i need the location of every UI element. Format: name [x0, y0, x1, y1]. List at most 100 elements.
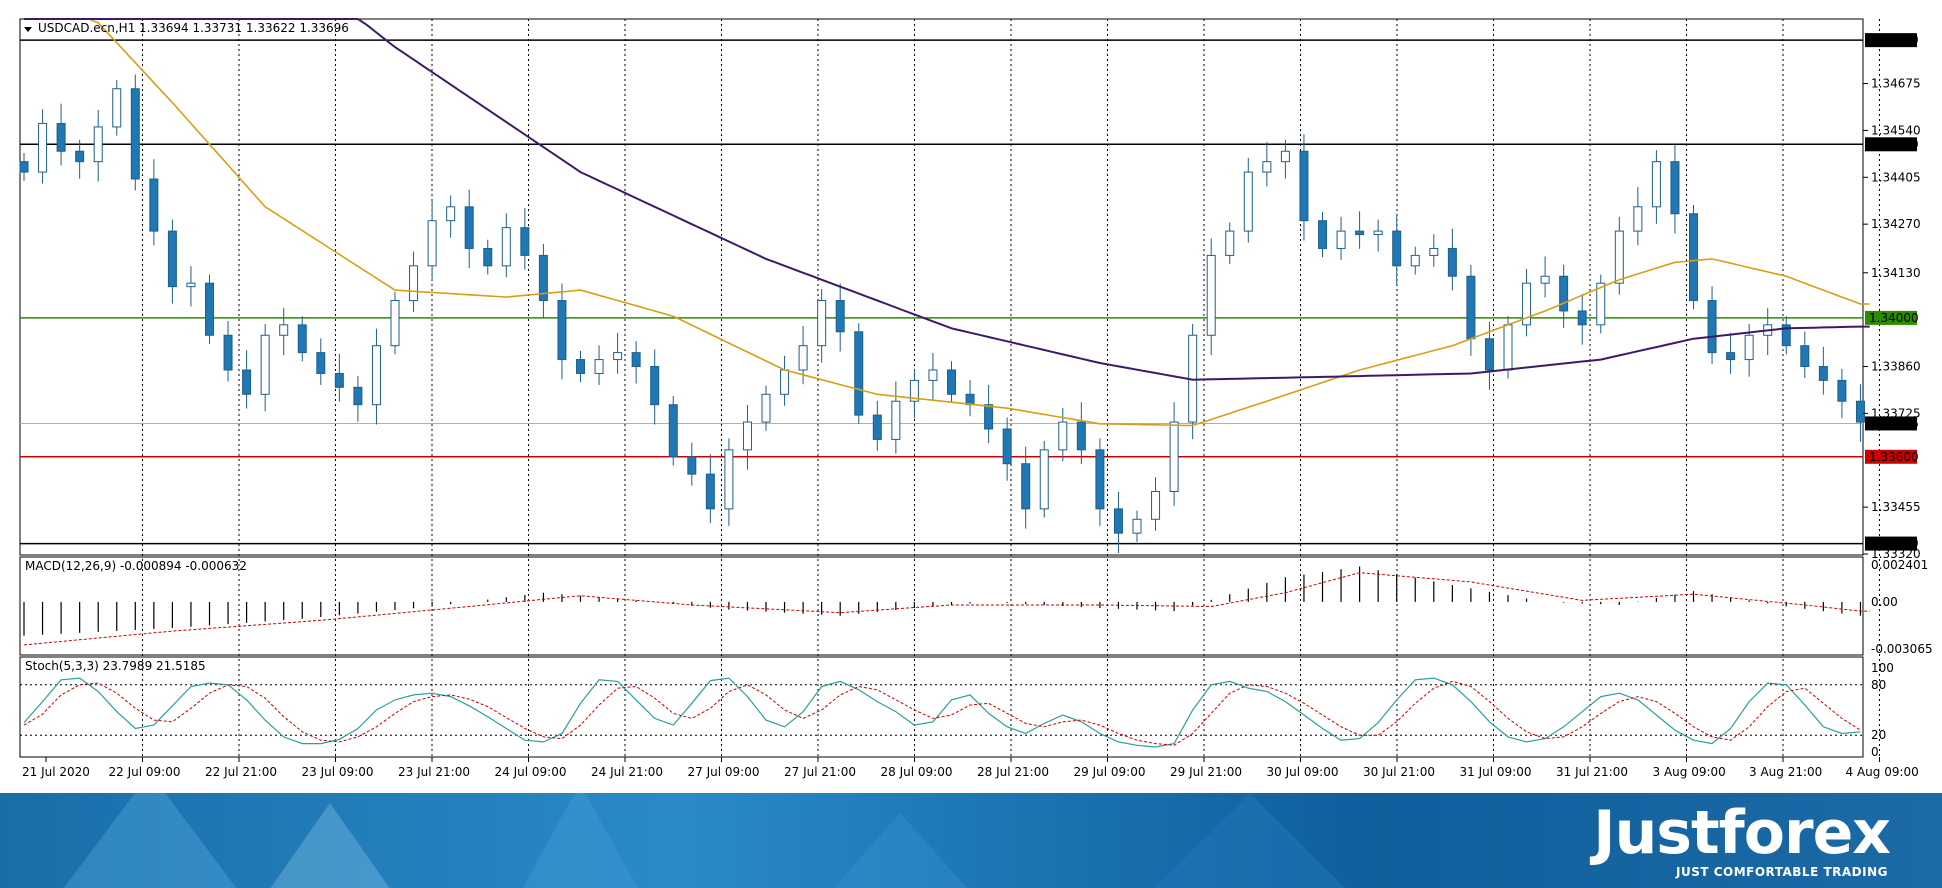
candle-body — [167, 230, 177, 288]
candle-body — [835, 300, 845, 333]
x-tick-label: 28 Jul 21:00 — [977, 765, 1049, 779]
candle-body — [353, 386, 363, 406]
x-tick-label: 27 Jul 09:00 — [688, 765, 760, 779]
candle-body — [279, 324, 289, 336]
y-tick-label: 1.33455 — [1871, 500, 1921, 514]
candle-body — [1466, 275, 1476, 340]
stoch-axis-label: 100 — [1871, 661, 1894, 675]
justforex-logo[interactable]: Justforex — [1593, 798, 1891, 868]
candle-body — [1800, 345, 1810, 368]
candle-body — [390, 300, 400, 347]
candle-body — [1169, 421, 1179, 493]
candle-body — [1262, 161, 1272, 173]
level-price-label: 1.33350 — [1869, 537, 1919, 551]
macd-axis-label: -0.003065 — [1871, 642, 1933, 656]
macd-axis-label: 0.002401 — [1871, 558, 1928, 572]
candle-body — [1577, 310, 1587, 326]
candle-body — [928, 369, 938, 381]
candle-body — [501, 227, 511, 267]
x-tick-label: 29 Jul 09:00 — [1074, 765, 1146, 779]
candles — [19, 74, 1865, 553]
candle-body — [1392, 230, 1402, 267]
level-price-label: 1.33696 — [1869, 416, 1919, 430]
ma-fast-line — [24, 18, 1870, 427]
candle-body — [817, 300, 827, 347]
stoch-axis-label: 0 — [1871, 745, 1879, 759]
stoch-axis-label: 20 — [1871, 728, 1886, 742]
level-price-box — [1865, 137, 1917, 152]
candle-body — [112, 88, 122, 128]
candle-body — [761, 393, 771, 423]
macd-indicator: 0.002401 0.00 -0.003065 — [23, 558, 1933, 656]
candle-body — [38, 122, 48, 173]
banner-decoration — [520, 793, 640, 888]
y-tick-label: 1.34540 — [1871, 123, 1921, 137]
grid-lines — [142, 19, 1880, 757]
stoch-signal-line — [23, 680, 1861, 746]
x-tick-label: 31 Jul 21:00 — [1556, 765, 1628, 779]
candle-body — [1373, 230, 1383, 236]
x-tick-label: 24 Jul 09:00 — [495, 765, 567, 779]
candle-body — [650, 366, 660, 406]
x-tick-label: 30 Jul 21:00 — [1363, 765, 1435, 779]
candle-body — [1021, 463, 1031, 510]
price-panel — [19, 18, 1864, 556]
candle-body — [1837, 379, 1847, 402]
candle-body — [316, 352, 326, 374]
x-tick-label: 22 Jul 09:00 — [109, 765, 181, 779]
banner-decoration — [820, 813, 980, 888]
x-tick-label: 22 Jul 21:00 — [205, 765, 277, 779]
candle-body — [1206, 254, 1216, 336]
candle-body — [872, 414, 882, 440]
ma-slow-line — [24, 18, 1870, 381]
level-price-box — [1865, 310, 1917, 325]
candle-body — [1559, 275, 1569, 312]
x-tick-label: 23 Jul 21:00 — [398, 765, 470, 779]
candle-body — [1596, 282, 1606, 326]
candle-body — [520, 227, 530, 256]
stoch-axis-label: 80 — [1871, 678, 1886, 692]
candle-body — [1225, 230, 1235, 256]
candle-body — [538, 254, 548, 302]
candle-body — [149, 178, 159, 232]
symbol-dropdown-icon[interactable] — [24, 27, 32, 32]
ohlc-header: 1.33694 1.33731 1.33622 1.33696 — [139, 21, 349, 35]
level-price-box — [1865, 449, 1917, 464]
x-tick-label: 24 Jul 21:00 — [591, 765, 663, 779]
candle-body — [1670, 161, 1680, 215]
candle-body — [1095, 449, 1105, 510]
stoch-panel — [19, 656, 1864, 758]
candle-body — [1076, 421, 1086, 451]
candle-body — [1614, 230, 1624, 284]
y-tick-label: 1.34130 — [1871, 266, 1921, 280]
candle-body — [1002, 428, 1012, 465]
candle-body — [1039, 449, 1049, 510]
candle-body — [75, 150, 85, 163]
candle-body — [1336, 230, 1346, 249]
candle-body — [854, 331, 864, 416]
x-tick-label: 31 Jul 09:00 — [1460, 765, 1532, 779]
stoch-header: Stoch(5,3,3) 23.7989 21.5185 — [25, 659, 206, 673]
candle-body — [798, 345, 808, 371]
brand-tagline: JUST COMFORTABLE TRADING — [1675, 865, 1888, 879]
candle-body — [1447, 247, 1457, 277]
x-tick-label: 27 Jul 21:00 — [784, 765, 856, 779]
level-price-label: 1.34500 — [1869, 137, 1919, 151]
candle-body — [371, 345, 381, 406]
candle-body — [260, 334, 270, 395]
moving-averages — [24, 18, 1870, 427]
candle-body — [242, 369, 252, 395]
level-price-label: 1.33600 — [1869, 450, 1919, 464]
price-axis: 1.34675 1.34540 1.34405 1.34270 1.34130 1.338… — [1863, 77, 1921, 561]
x-tick-label: 3 Aug 09:00 — [1653, 765, 1726, 779]
candle-body — [1855, 400, 1865, 423]
candle-body — [1429, 247, 1439, 256]
candle-body — [909, 379, 919, 402]
trading-chart[interactable]: 1.34800 1.34500 1.34000 1.33696 1.33600 1.333… — [0, 0, 1942, 793]
candle-body — [1522, 282, 1532, 326]
candle-body — [93, 126, 103, 163]
candle-body — [984, 404, 994, 430]
macd-signal-line — [23, 572, 1870, 646]
candle-body — [705, 473, 715, 510]
candle-body — [1318, 220, 1327, 249]
